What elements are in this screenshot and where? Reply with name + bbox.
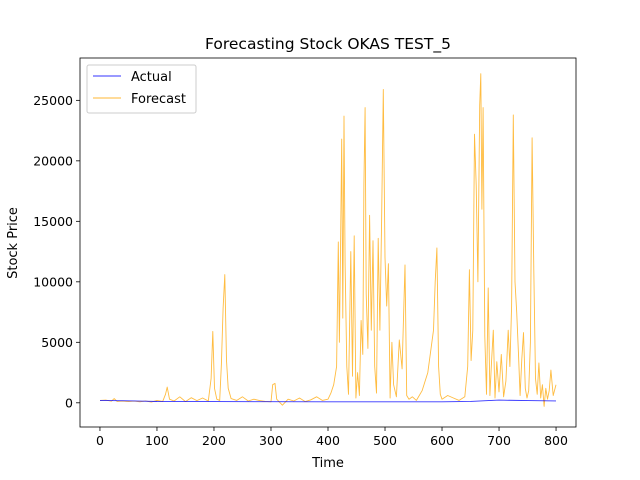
x-tick-label: 300 [259, 433, 283, 448]
y-tick-label: 10000 [33, 274, 73, 289]
x-tick-label: 600 [430, 433, 454, 448]
chart-title: Forecasting Stock OKAS TEST_5 [205, 35, 451, 54]
y-tick-label: 25000 [33, 93, 73, 108]
legend-label-actual: Actual [131, 70, 172, 85]
y-tick-label: 5000 [41, 335, 73, 350]
y-tick-label: 20000 [33, 153, 73, 168]
y-tick-label: 15000 [33, 214, 73, 229]
x-tick-label: 100 [145, 433, 169, 448]
x-tick-label: 700 [487, 433, 511, 448]
x-tick-label: 400 [316, 433, 340, 448]
legend: Actual Forecast [86, 64, 197, 114]
series-layer [99, 73, 557, 407]
y-axis: 0 5000 10000 15000 20000 25000 [33, 93, 80, 410]
x-tick-label: 800 [544, 433, 568, 448]
y-axis-label: Stock Price [6, 207, 21, 279]
legend-label-forecast: Forecast [131, 92, 186, 107]
x-axis-label: Time [311, 456, 344, 471]
legend-box [86, 64, 197, 114]
x-tick-label: 0 [96, 433, 104, 448]
x-tick-label: 500 [373, 433, 397, 448]
series-line-actual [99, 399, 557, 403]
x-tick-label: 200 [202, 433, 226, 448]
x-axis: 0 100 200 300 400 500 600 700 800 [96, 427, 568, 448]
y-tick-label: 0 [65, 395, 73, 410]
series-line-forecast [99, 73, 557, 407]
